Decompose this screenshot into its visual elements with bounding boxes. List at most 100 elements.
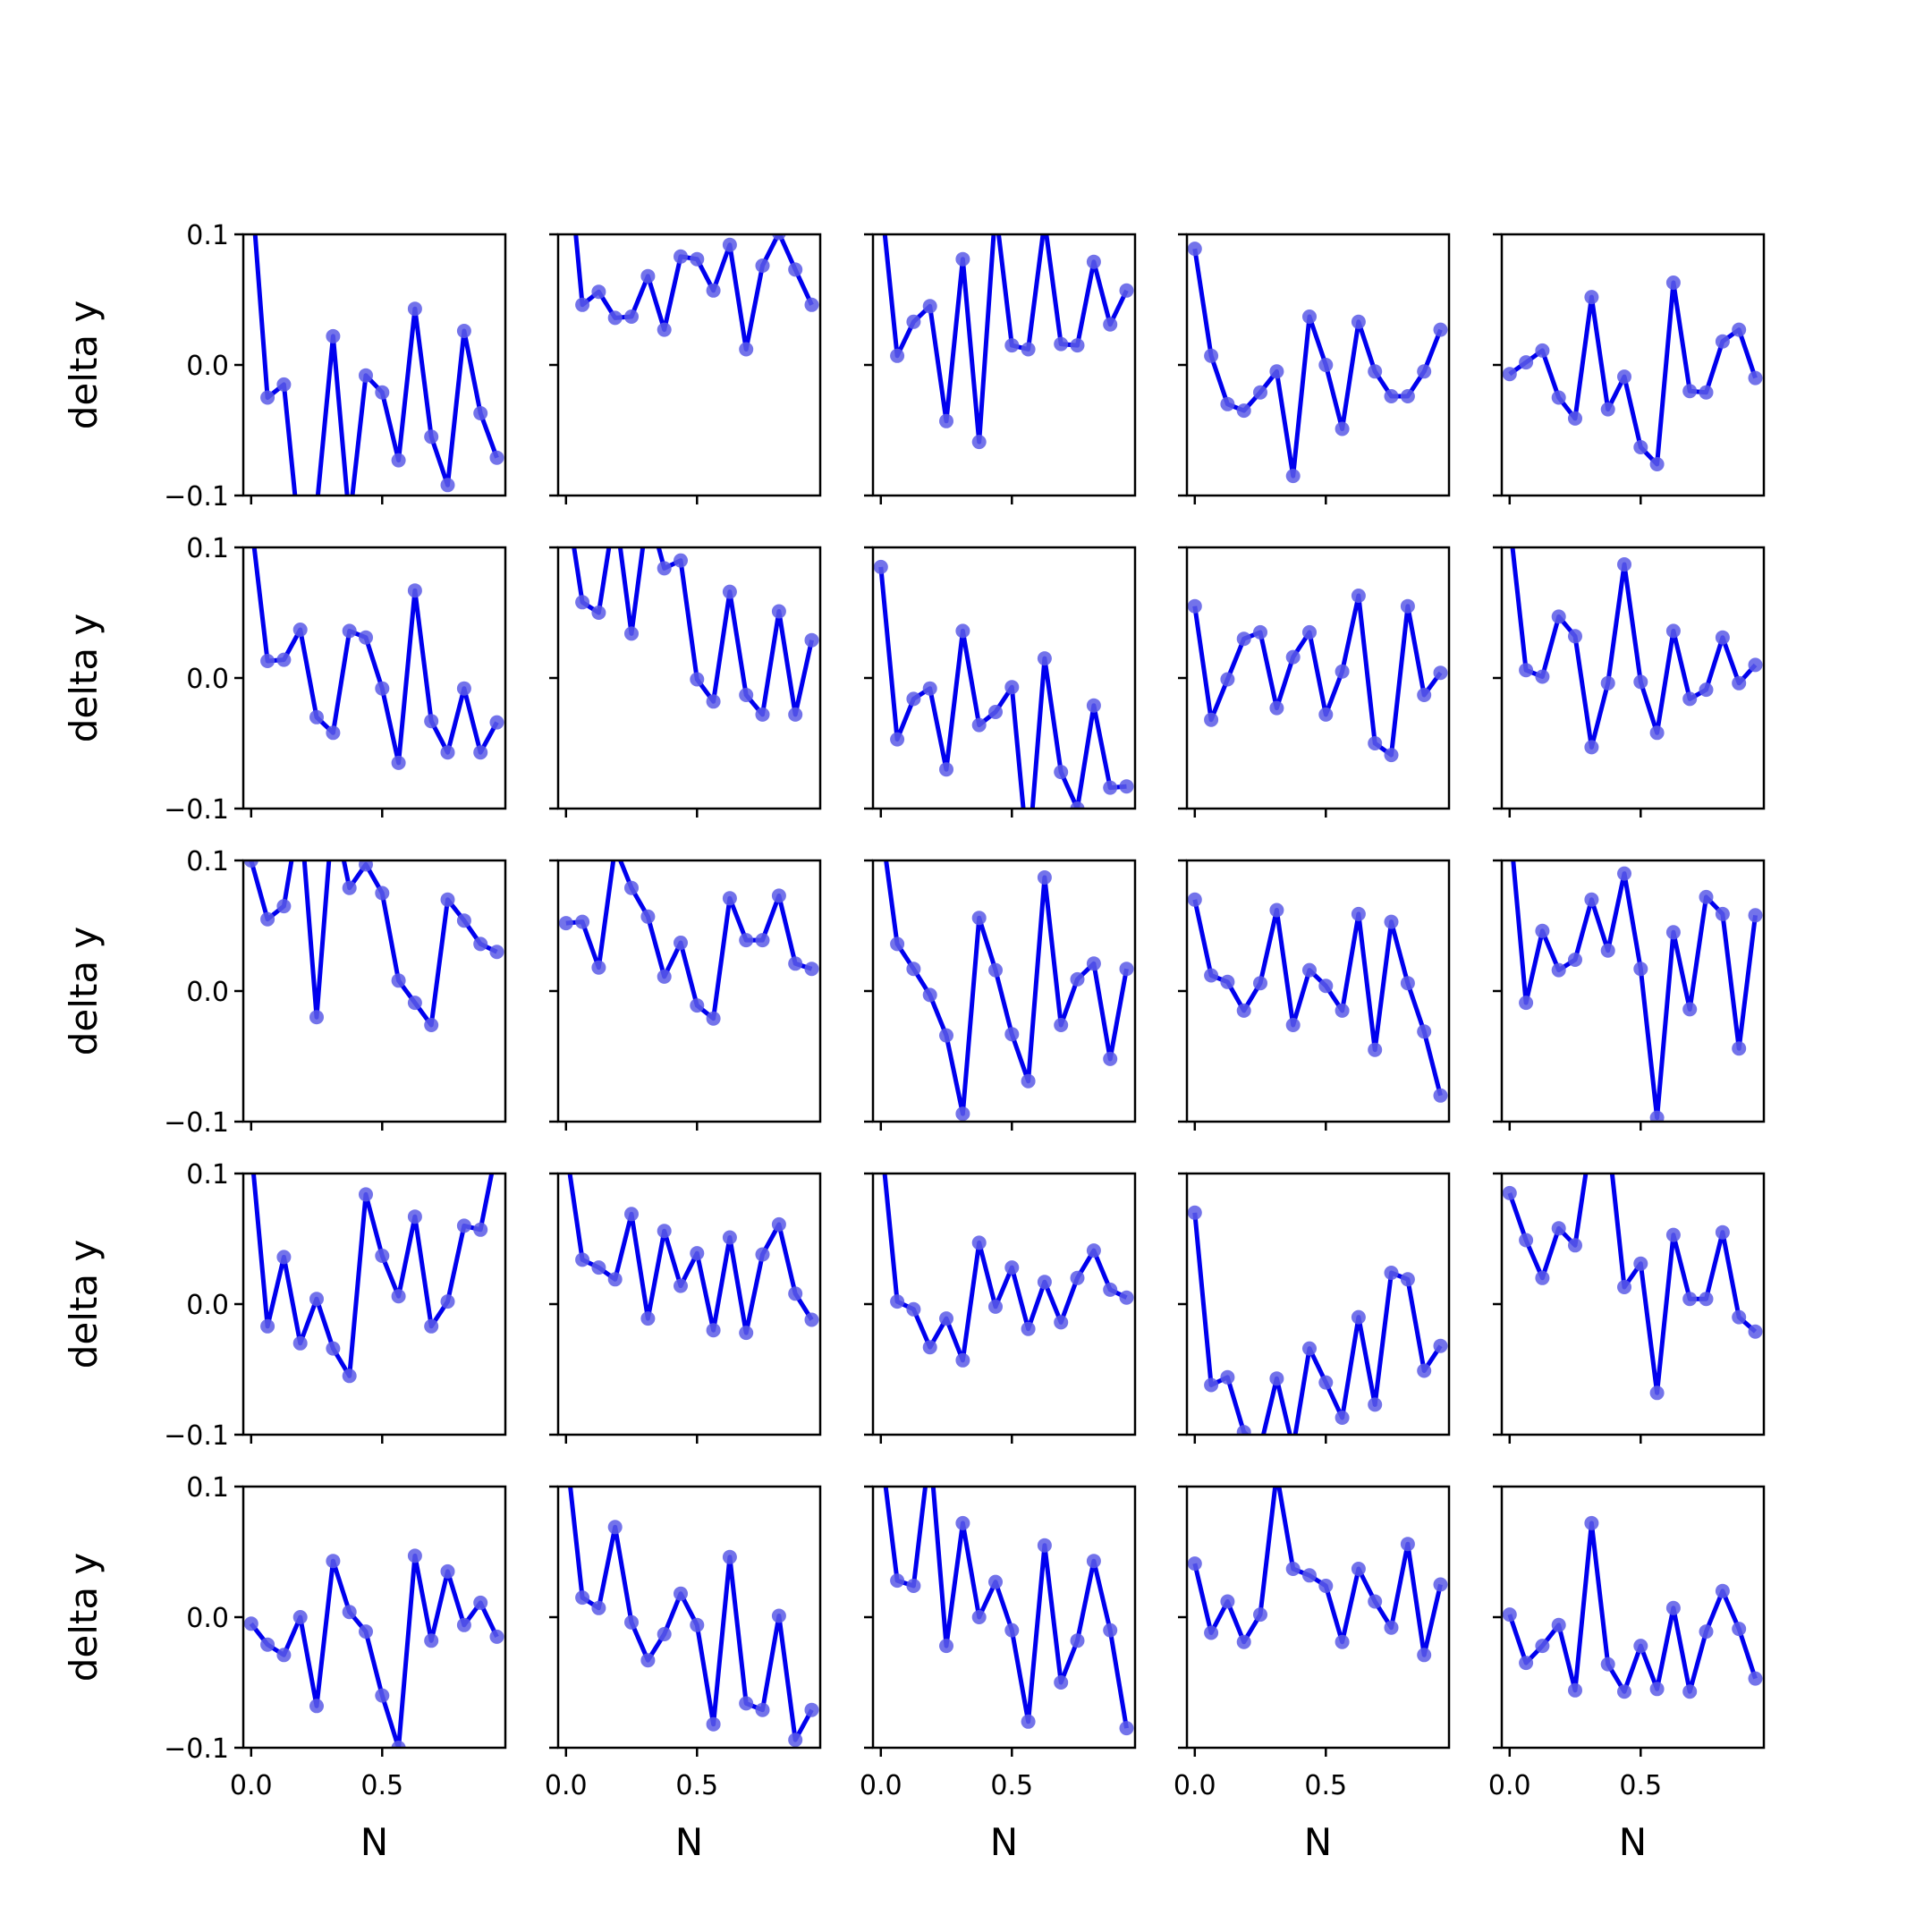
data-point — [473, 745, 488, 760]
data-point — [391, 1741, 406, 1748]
data-point — [607, 1272, 623, 1287]
data-point — [424, 1318, 439, 1334]
data-point — [906, 962, 921, 977]
data-point — [804, 632, 819, 648]
data-point — [342, 880, 357, 895]
data-point — [755, 258, 770, 273]
data-point — [1236, 403, 1251, 419]
data-point — [1715, 906, 1730, 921]
data-point — [375, 681, 390, 696]
data-point — [1070, 1633, 1085, 1648]
axes-frame — [871, 859, 1137, 1123]
subplot-r2-c5 — [1493, 546, 1766, 818]
y-tick-label: 0.1 — [186, 1472, 229, 1504]
data-point — [690, 998, 705, 1013]
data-point — [591, 960, 606, 975]
data-point — [473, 406, 488, 420]
data-point — [407, 583, 422, 598]
data-point — [309, 1010, 324, 1025]
series-marks — [1187, 1487, 1448, 1663]
data-point — [1699, 385, 1714, 400]
data-point — [424, 714, 439, 729]
data-point — [1384, 1620, 1399, 1635]
data-point — [1551, 1221, 1566, 1236]
data-point — [1649, 1682, 1665, 1697]
data-point — [608, 840, 623, 854]
data-point — [755, 707, 770, 722]
data-point — [1584, 1127, 1598, 1141]
x-tick-label: 0.5 — [1304, 1770, 1347, 1801]
data-point — [489, 715, 504, 730]
data-point — [326, 1341, 341, 1356]
data-point — [607, 310, 623, 326]
data-point — [607, 1520, 623, 1535]
data-point — [1699, 682, 1714, 698]
data-point — [1682, 691, 1698, 707]
data-point — [657, 1627, 672, 1641]
data-point — [1665, 623, 1681, 639]
data-point — [788, 262, 803, 277]
data-point — [771, 604, 786, 619]
series-line — [882, 234, 1129, 445]
data-point — [1519, 1233, 1534, 1248]
x-axis-label: N — [360, 1820, 388, 1864]
data-point — [624, 626, 639, 641]
data-point — [923, 1440, 937, 1454]
data-point — [1086, 1243, 1101, 1258]
data-point — [1037, 870, 1052, 885]
data-point — [1417, 364, 1432, 379]
x-axis-label: N — [1619, 1820, 1647, 1864]
data-point — [1433, 665, 1448, 681]
data-point — [657, 1224, 672, 1239]
series-line — [1507, 1174, 1758, 1395]
axes-frame — [556, 233, 822, 497]
data-point — [1070, 801, 1085, 809]
subplot-r1-c2 — [549, 233, 822, 504]
data-point — [1502, 1607, 1517, 1623]
data-point — [1054, 336, 1069, 352]
data-point — [771, 888, 786, 903]
y-tick-label: 0.1 — [186, 220, 229, 251]
x-tick-label: 0.0 — [860, 1770, 902, 1801]
data-point — [771, 1216, 786, 1232]
data-point — [1204, 1377, 1219, 1393]
subplot-r1-c1: 0.1 0.0 −0.1 delta y — [62, 220, 507, 513]
data-point — [489, 450, 504, 465]
data-point — [1748, 908, 1763, 923]
data-point — [971, 717, 987, 733]
data-point — [1732, 1622, 1747, 1637]
data-point — [1417, 1363, 1432, 1378]
data-point — [1004, 338, 1020, 353]
data-point — [922, 299, 937, 314]
data-point — [342, 1605, 357, 1620]
data-point — [1236, 1425, 1251, 1435]
data-point — [1335, 1634, 1350, 1649]
data-point — [771, 1608, 786, 1623]
data-point — [1600, 675, 1615, 691]
data-point — [1617, 369, 1631, 385]
data-point — [640, 1653, 656, 1668]
series-marks — [250, 1174, 495, 1384]
axes-frame — [242, 233, 507, 497]
data-point — [1417, 688, 1432, 702]
data-point — [260, 390, 275, 405]
data-point — [575, 297, 590, 312]
data-point — [1103, 1282, 1118, 1297]
data-point — [971, 435, 987, 450]
data-point — [276, 1250, 292, 1265]
data-point — [1568, 1238, 1582, 1253]
data-point — [1584, 892, 1599, 907]
data-point — [624, 1614, 639, 1630]
data-point — [890, 348, 905, 363]
data-point — [456, 1218, 471, 1233]
y-tick-label: 0.0 — [186, 1603, 229, 1634]
data-point — [292, 1335, 308, 1351]
data-point — [391, 453, 406, 468]
data-point — [1519, 663, 1534, 678]
series-line — [1192, 899, 1443, 1097]
data-point — [292, 1610, 308, 1624]
data-point — [739, 342, 754, 357]
data-point — [1302, 1568, 1317, 1583]
data-point — [456, 681, 471, 696]
